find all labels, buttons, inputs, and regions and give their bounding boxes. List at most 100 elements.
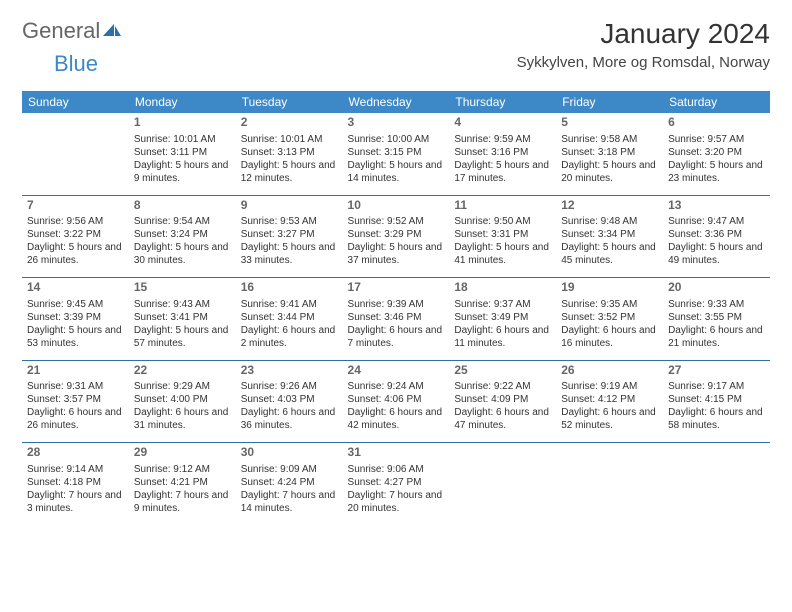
calendar-week-row: 21Sunrise: 9:31 AMSunset: 3:57 PMDayligh… (22, 361, 770, 443)
day-number: 14 (27, 280, 124, 296)
sunrise-text: Sunrise: 9:26 AM (241, 380, 338, 393)
sunset-text: Sunset: 3:27 PM (241, 228, 338, 241)
calendar-day-cell: 27Sunrise: 9:17 AMSunset: 4:15 PMDayligh… (663, 361, 770, 443)
daylight-text: Daylight: 6 hours and 36 minutes. (241, 406, 338, 432)
day-number: 25 (454, 363, 551, 379)
day-number: 7 (27, 198, 124, 214)
calendar-day-cell: 16Sunrise: 9:41 AMSunset: 3:44 PMDayligh… (236, 278, 343, 360)
sunset-text: Sunset: 3:49 PM (454, 311, 551, 324)
heading-block: January 2024 Sykkylven, More og Romsdal,… (517, 18, 770, 71)
sunset-text: Sunset: 3:29 PM (348, 228, 445, 241)
day-number: 28 (27, 445, 124, 461)
day-info: Sunrise: 9:35 AMSunset: 3:52 PMDaylight:… (561, 298, 658, 350)
sunrise-text: Sunrise: 9:24 AM (348, 380, 445, 393)
day-number: 2 (241, 115, 338, 131)
daylight-text: Daylight: 7 hours and 3 minutes. (27, 489, 124, 515)
weekday-header: Saturday (663, 91, 770, 113)
sunrise-text: Sunrise: 9:53 AM (241, 215, 338, 228)
day-number: 31 (348, 445, 445, 461)
calendar-day-cell: 18Sunrise: 9:37 AMSunset: 3:49 PMDayligh… (449, 278, 556, 360)
sunrise-text: Sunrise: 9:43 AM (134, 298, 231, 311)
sunset-text: Sunset: 3:18 PM (561, 146, 658, 159)
daylight-text: Daylight: 6 hours and 47 minutes. (454, 406, 551, 432)
daylight-text: Daylight: 5 hours and 57 minutes. (134, 324, 231, 350)
day-number: 8 (134, 198, 231, 214)
sunrise-text: Sunrise: 9:29 AM (134, 380, 231, 393)
day-number: 27 (668, 363, 765, 379)
daylight-text: Daylight: 6 hours and 58 minutes. (668, 406, 765, 432)
page-root: General January 2024 Sykkylven, More og … (0, 0, 792, 535)
calendar-day-cell: 19 Sunrise: 9:35 AMSunset: 3:52 PMDayligh… (556, 278, 663, 360)
sunrise-text: Sunrise: 9:09 AM (241, 463, 338, 476)
day-number: 18 (454, 280, 551, 296)
day-number: 20 (668, 280, 765, 296)
sunrise-text: Sunrise: 9:31 AM (27, 380, 124, 393)
day-info: Sunrise: 9:24 AMSunset: 4:06 PMDaylight:… (348, 380, 445, 432)
sunrise-text: Sunrise: 9:35 AM (561, 298, 658, 311)
sunrise-text: Sunrise: 9:14 AM (27, 463, 124, 476)
day-info: Sunrise: 9:56 AMSunset: 3:22 PMDaylight:… (27, 215, 124, 267)
day-number: 29 (134, 445, 231, 461)
sunset-text: Sunset: 3:52 PM (561, 311, 658, 324)
weekday-header: Monday (129, 91, 236, 113)
daylight-text: Daylight: 6 hours and 26 minutes. (27, 406, 124, 432)
day-number: 10 (348, 198, 445, 214)
day-info: Sunrise: 9:19 AMSunset: 4:12 PMDaylight:… (561, 380, 658, 432)
month-title: January 2024 (517, 18, 770, 50)
calendar-day-cell: 22Sunrise: 9:29 AMSunset: 4:00 PMDayligh… (129, 361, 236, 443)
calendar-day-cell: 15Sunrise: 9:43 AMSunset: 3:41 PMDayligh… (129, 278, 236, 360)
day-info: Sunrise: 9:47 AMSunset: 3:36 PMDaylight:… (668, 215, 765, 267)
brand-part1: General (22, 18, 100, 44)
sunrise-text: Sunrise: 9:22 AM (454, 380, 551, 393)
sunrise-text: Sunrise: 9:41 AM (241, 298, 338, 311)
sunset-text: Sunset: 4:21 PM (134, 476, 231, 489)
day-info: Sunrise: 9:39 AMSunset: 3:46 PMDaylight:… (348, 298, 445, 350)
day-info: Sunrise: 9:41 AMSunset: 3:44 PMDaylight:… (241, 298, 338, 350)
day-info: Sunrise: 9:14 AMSunset: 4:18 PMDaylight:… (27, 463, 124, 515)
day-number: 4 (454, 115, 551, 131)
calendar-day-cell: 26Sunrise: 9:19 AMSunset: 4:12 PMDayligh… (556, 361, 663, 443)
calendar-day-cell: 31 Sunrise: 9:06 AMSunset: 4:27 PMDayligh… (343, 443, 450, 525)
day-number: 23 (241, 363, 338, 379)
day-number: 30 (241, 445, 338, 461)
sunrise-text: Sunrise: 9:45 AM (27, 298, 124, 311)
daylight-text: Daylight: 5 hours and 41 minutes. (454, 241, 551, 267)
daylight-text: Daylight: 5 hours and 45 minutes. (561, 241, 658, 267)
calendar-day-cell: .. (556, 443, 663, 525)
calendar-day-cell: .. (449, 443, 556, 525)
weekday-header: Tuesday (236, 91, 343, 113)
sunset-text: Sunset: 3:16 PM (454, 146, 551, 159)
day-number: 19 (561, 280, 658, 296)
weekday-header: Thursday (449, 91, 556, 113)
sunrise-text: Sunrise: 9:47 AM (668, 215, 765, 228)
calendar-day-cell: 17Sunrise: 9:39 AMSunset: 3:46 PMDayligh… (343, 278, 450, 360)
day-info: Sunrise: 9:33 AMSunset: 3:55 PMDaylight:… (668, 298, 765, 350)
calendar-day-cell: 1Sunrise: 10:01 AMSunset: 3:11 PMDayligh… (129, 113, 236, 195)
location-subtitle: Sykkylven, More og Romsdal, Norway (517, 54, 770, 71)
day-number: 21 (27, 363, 124, 379)
calendar-day-cell: 9Sunrise: 9:53 AMSunset: 3:27 PMDaylight… (236, 196, 343, 278)
sunrise-text: Sunrise: 10:01 AM (241, 133, 338, 146)
weekday-header: Wednesday (343, 91, 450, 113)
daylight-text: Daylight: 6 hours and 16 minutes. (561, 324, 658, 350)
daylight-text: Daylight: 5 hours and 12 minutes. (241, 159, 338, 185)
sunset-text: Sunset: 3:31 PM (454, 228, 551, 241)
day-info: Sunrise: 10:01 AMSunset: 3:13 PMDaylight… (241, 133, 338, 185)
sunset-text: Sunset: 3:39 PM (27, 311, 124, 324)
calendar-table: SundayMondayTuesdayWednesdayThursdayFrid… (22, 91, 770, 525)
day-number: 9 (241, 198, 338, 214)
daylight-text: Daylight: 6 hours and 21 minutes. (668, 324, 765, 350)
sunrise-text: Sunrise: 9:57 AM (668, 133, 765, 146)
daylight-text: Daylight: 5 hours and 53 minutes. (27, 324, 124, 350)
sunrise-text: Sunrise: 9:12 AM (134, 463, 231, 476)
sunrise-text: Sunrise: 9:52 AM (348, 215, 445, 228)
calendar-day-cell: 7Sunrise: 9:56 AMSunset: 3:22 PMDaylight… (22, 196, 129, 278)
calendar-day-cell: 2 Sunrise: 10:01 AMSunset: 3:13 PMDayligh… (236, 113, 343, 195)
day-number: 22 (134, 363, 231, 379)
day-info: Sunrise: 9:54 AMSunset: 3:24 PMDaylight:… (134, 215, 231, 267)
day-info: Sunrise: 9:06 AMSunset: 4:27 PMDaylight:… (348, 463, 445, 515)
calendar-day-cell: 14 Sunrise: 9:45 AMSunset: 3:39 PMDayligh… (22, 278, 129, 360)
day-info: Sunrise: 9:52 AMSunset: 3:29 PMDaylight:… (348, 215, 445, 267)
calendar-day-cell: 10Sunrise: 9:52 AMSunset: 3:29 PMDayligh… (343, 196, 450, 278)
sunrise-text: Sunrise: 9:06 AM (348, 463, 445, 476)
